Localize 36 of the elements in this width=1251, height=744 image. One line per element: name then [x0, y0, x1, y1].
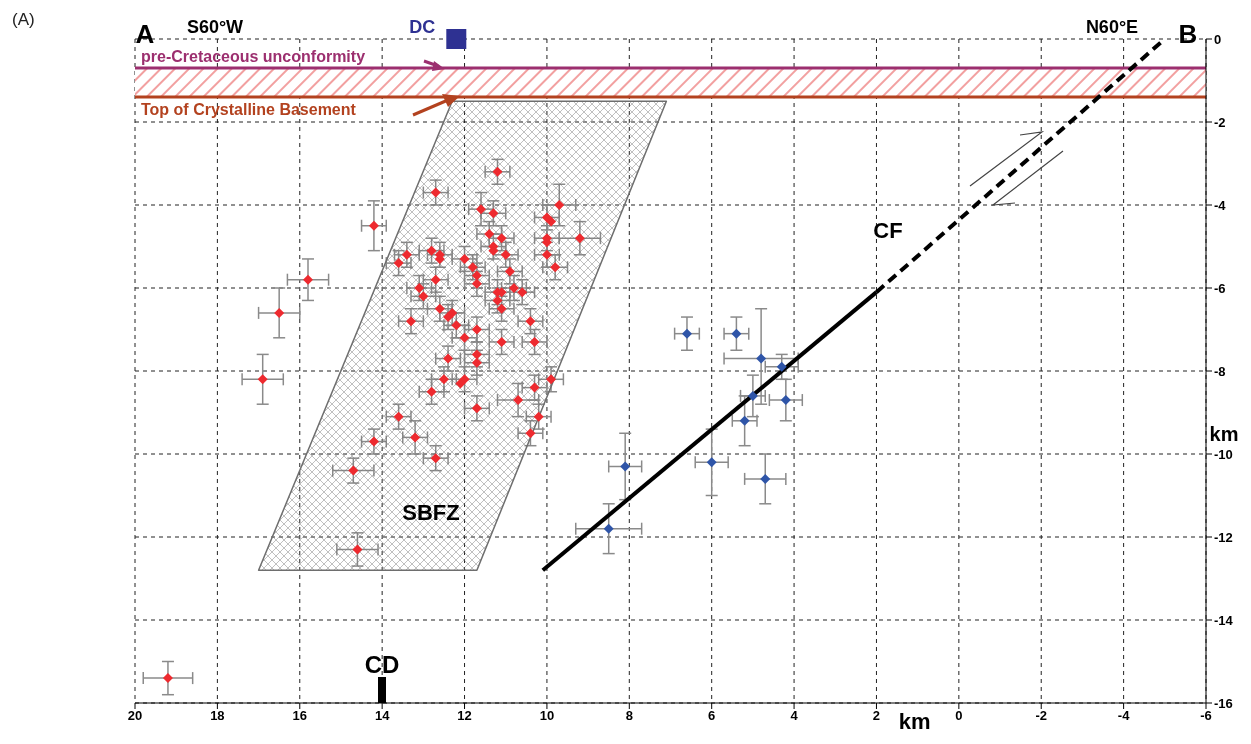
x-tick-label: 8 [625, 708, 633, 724]
y-tick-label: -16 [1214, 695, 1233, 711]
annotation: SBFZ [402, 500, 460, 525]
annotation: DC [409, 17, 436, 37]
x-axis-title: km [898, 709, 931, 734]
x-tick-label: -2 [1035, 708, 1048, 724]
x-tick-label: 0 [955, 708, 963, 724]
x-tick-label: 16 [292, 708, 307, 724]
y-tick-label: -2 [1214, 114, 1226, 130]
y-tick-label: -8 [1214, 363, 1226, 379]
annotation: B [1178, 19, 1198, 49]
text: (A) [12, 10, 35, 29]
ref-line-label: pre-Cretaceous unconformity [141, 48, 366, 66]
annotation: CD [364, 651, 400, 678]
x-tick-label: 20 [127, 708, 143, 724]
x-tick-label: 18 [210, 708, 225, 724]
x-tick-label: 10 [539, 708, 555, 724]
y-tick-label: 0 [1214, 31, 1222, 47]
y-tick-label: -4 [1214, 197, 1227, 213]
y-tick-label: -6 [1214, 280, 1226, 296]
y-tick-label: -12 [1214, 529, 1233, 545]
x-tick-label: -6 [1200, 708, 1212, 724]
x-tick-label: 4 [790, 708, 799, 724]
x-tick-label: 2 [872, 708, 881, 724]
x-tick-label: -4 [1117, 708, 1131, 724]
y-axis-title: km [1209, 422, 1239, 445]
annotation: CF [873, 218, 903, 243]
annotation: A [135, 19, 155, 49]
ref-line-label: Top of Crystalline Basement [141, 101, 357, 119]
text: N60°E [1085, 17, 1139, 37]
x-tick-label: 14 [374, 708, 391, 724]
y-tick-label: -10 [1214, 446, 1233, 462]
y-tick-label: -14 [1214, 612, 1234, 628]
x-tick-label: 6 [708, 708, 716, 724]
x-tick-label: 12 [457, 708, 472, 724]
text: S60°W [186, 17, 244, 37]
